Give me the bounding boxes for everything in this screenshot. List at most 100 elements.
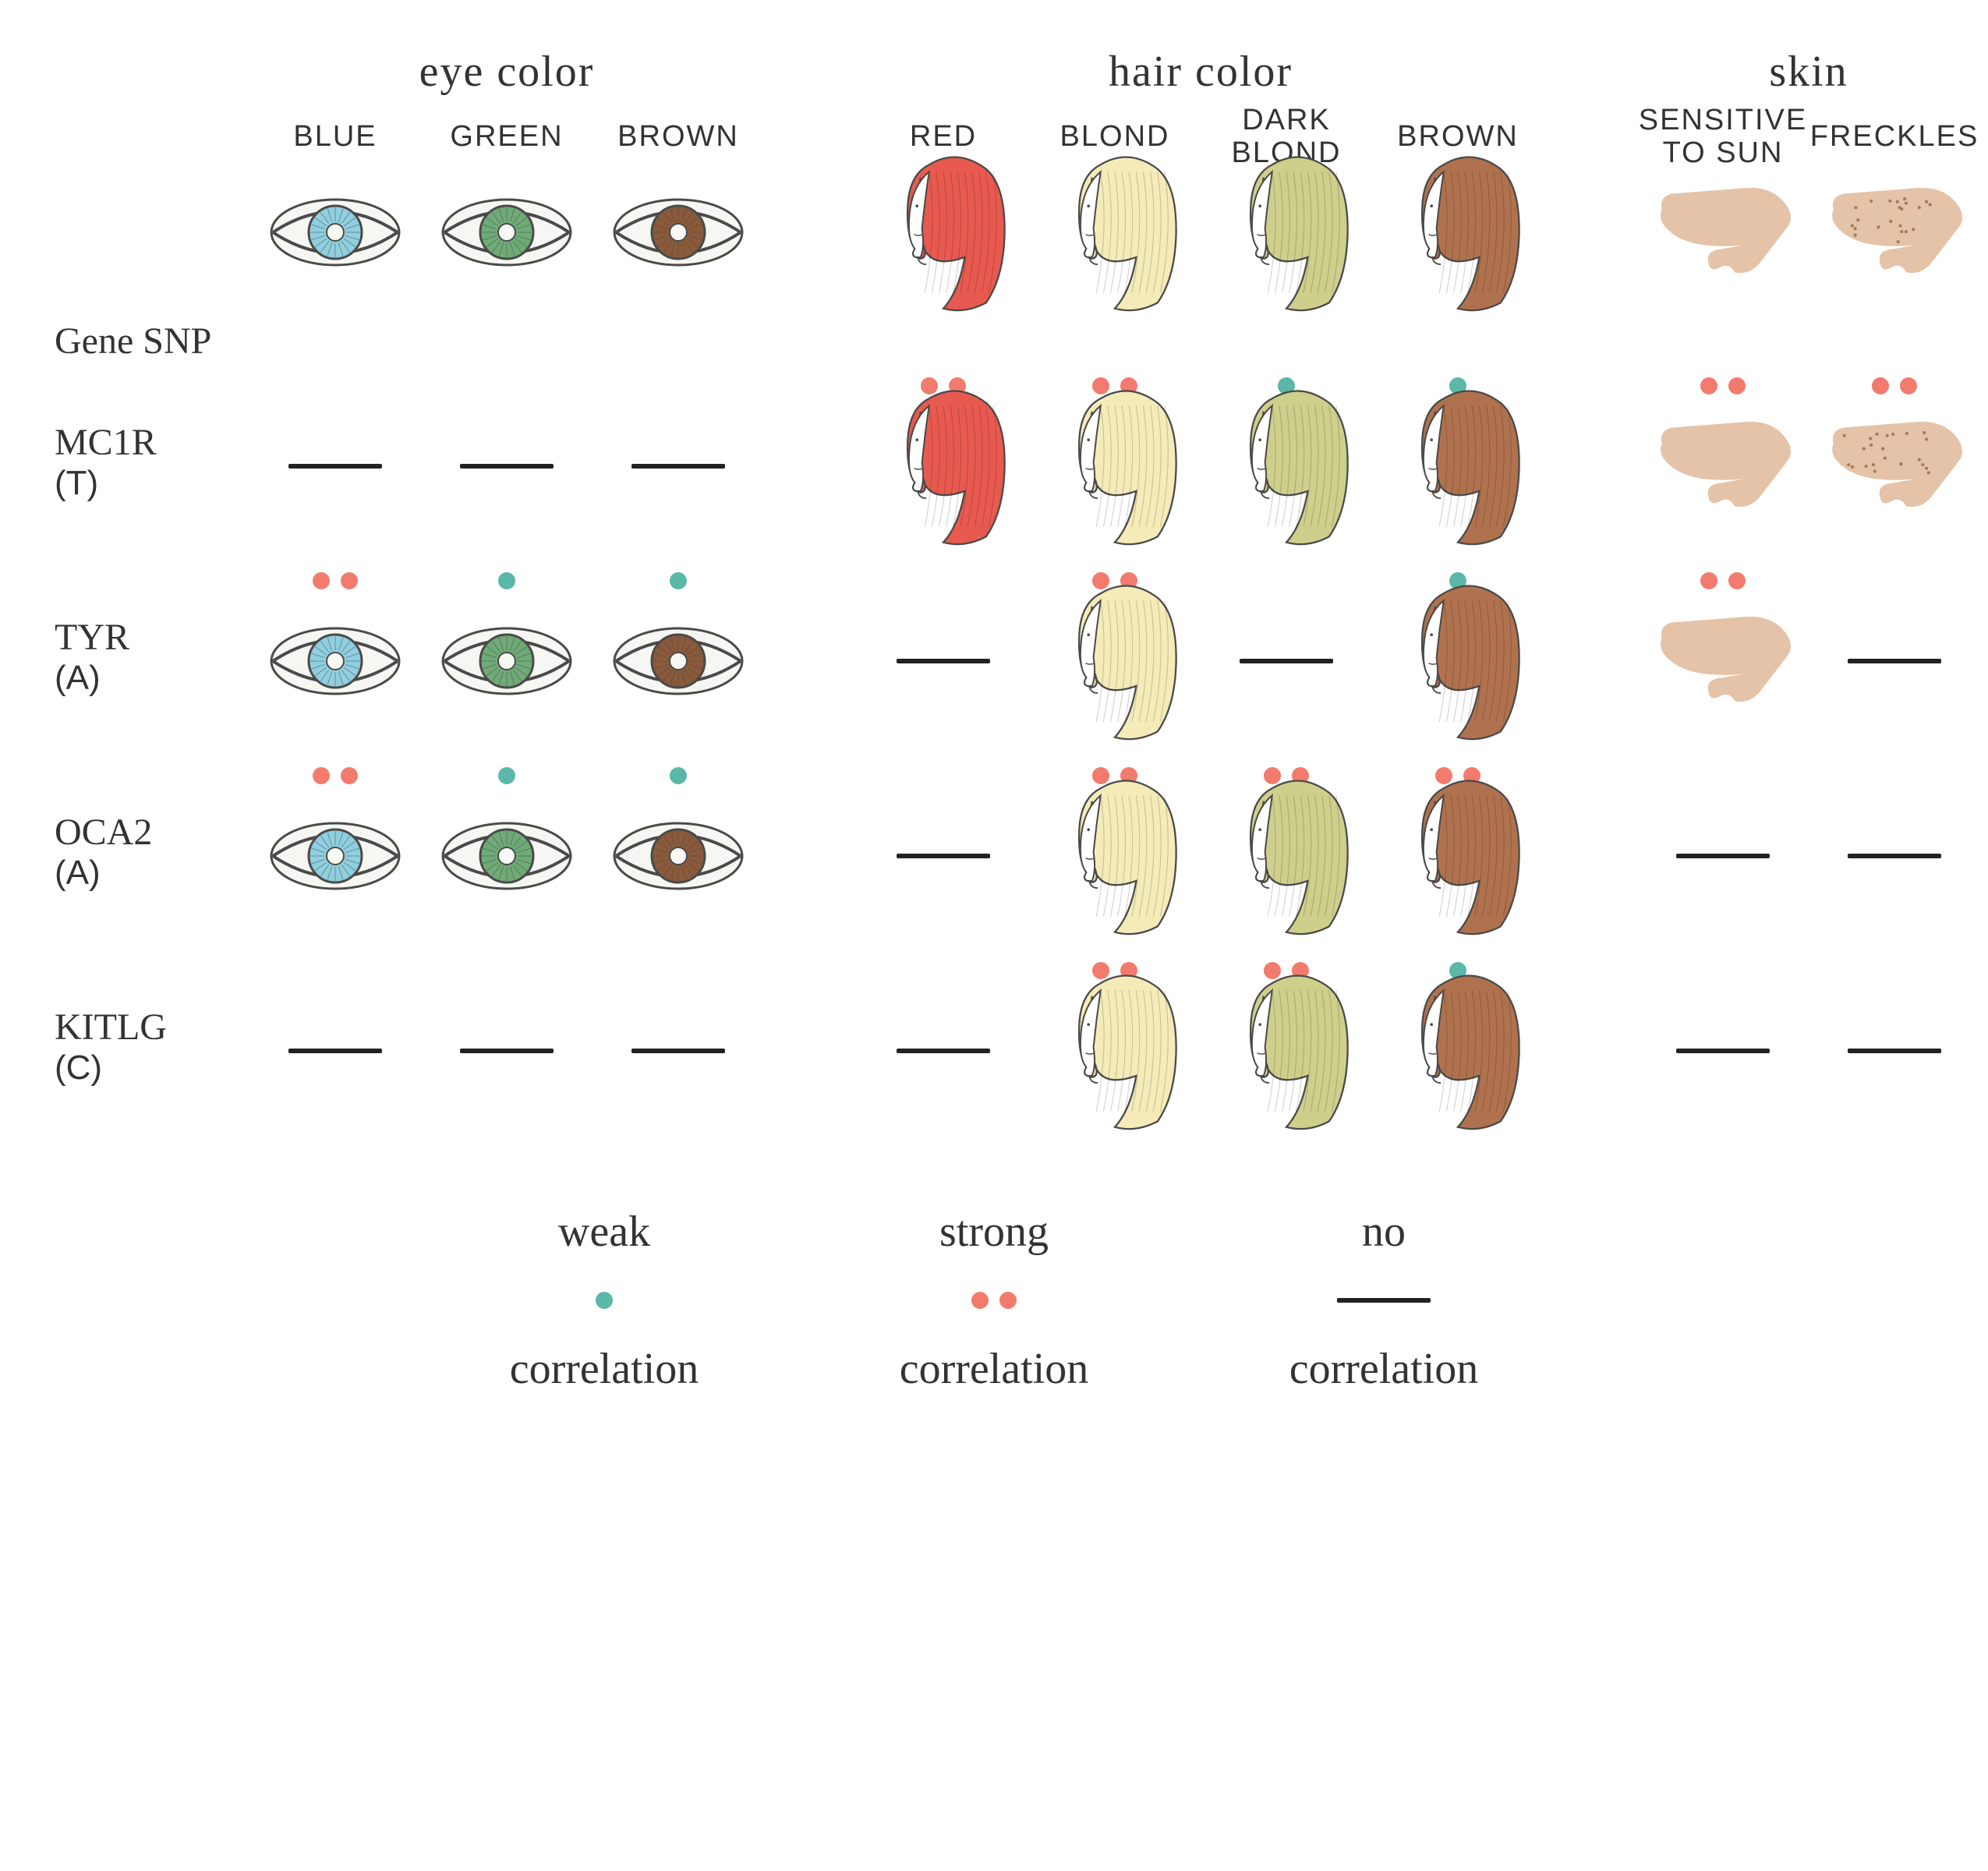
header-icon-hbrown — [1380, 170, 1536, 295]
group-title-skin: skin — [1637, 47, 1980, 104]
hair-icon — [1216, 774, 1357, 938]
cell-OCA2-blond — [1029, 755, 1201, 950]
group-title-hair: hair color — [858, 47, 1544, 104]
no-correlation-dash — [1676, 1049, 1770, 1053]
cell-KITLG-red — [858, 950, 1029, 1144]
eye-icon — [265, 618, 405, 704]
eye-icon — [437, 618, 577, 704]
header-icon-green — [429, 170, 585, 295]
eye-icon — [608, 618, 748, 704]
col-title-blue: BLUE — [249, 114, 421, 161]
hair-icon — [1045, 579, 1185, 743]
cell-MC1R-red — [858, 365, 1029, 560]
hair-icon — [1045, 969, 1185, 1133]
hair-icon — [873, 384, 1013, 548]
hair-icon — [1388, 384, 1528, 548]
col-title-freckles: FRECKLES — [1809, 114, 1980, 161]
hand-icon — [1649, 607, 1797, 716]
hair-icon — [1045, 384, 1185, 548]
gene-label-MC1R: MC1R(T) — [47, 421, 249, 504]
hair-icon — [1216, 384, 1357, 548]
no-correlation-dash — [288, 1049, 382, 1053]
no-correlation-dash — [1848, 659, 1941, 663]
eye-icon — [265, 813, 405, 899]
cell-OCA2-brown — [593, 755, 764, 950]
correlation-dots — [670, 568, 687, 594]
hair-icon — [1216, 150, 1357, 314]
col-title-green: GREEN — [421, 114, 593, 161]
cell-KITLG-green — [421, 950, 593, 1144]
hair-icon — [873, 150, 1013, 314]
cell-KITLG-brown — [593, 950, 764, 1144]
legend-strong: strong correlation — [822, 1207, 1166, 1394]
cell-MC1R-brown — [593, 365, 764, 560]
cell-OCA2-freckles — [1809, 755, 1980, 950]
cell-KITLG-blond — [1029, 950, 1201, 1144]
cell-TYR-sun — [1637, 560, 1809, 755]
eye-icon — [265, 189, 405, 275]
no-correlation-dash — [897, 854, 990, 858]
cell-KITLG-blue — [249, 950, 421, 1144]
correlation-dots — [1700, 373, 1746, 399]
hair-icon — [1216, 969, 1357, 1133]
cell-TYR-hbrown — [1372, 560, 1544, 755]
no-correlation-dash — [460, 1049, 554, 1053]
hand-icon — [1820, 178, 1969, 287]
cell-KITLG-sun — [1637, 950, 1809, 1144]
hand-icon — [1649, 178, 1797, 287]
correlation-dots — [313, 762, 358, 789]
cell-KITLG-darkblond — [1201, 950, 1372, 1144]
cell-OCA2-darkblond — [1201, 755, 1372, 950]
hair-icon — [1388, 579, 1528, 743]
eye-icon — [437, 189, 577, 275]
no-correlation-dash — [460, 464, 554, 469]
hand-icon — [1649, 412, 1797, 521]
cell-TYR-brown — [593, 560, 764, 755]
gene-phenotype-infographic: eye colorhair colorskinBLUEGREENBROWNRED… — [47, 47, 1941, 1394]
cell-TYR-darkblond — [1201, 560, 1372, 755]
no-correlation-dash — [1848, 854, 1941, 858]
cell-TYR-red — [858, 560, 1029, 755]
cell-MC1R-freckles — [1809, 365, 1980, 560]
hair-icon — [1045, 150, 1185, 314]
col-title-brown: BROWN — [593, 114, 764, 161]
correlation-dots — [1872, 373, 1917, 399]
hair-icon — [1045, 774, 1185, 938]
cell-TYR-green — [421, 560, 593, 755]
cell-MC1R-blond — [1029, 365, 1201, 560]
legend-weak: weak correlation — [433, 1207, 776, 1394]
header-icon-freckles — [1816, 170, 1972, 295]
eye-icon — [608, 813, 748, 899]
no-correlation-dash — [1848, 1049, 1941, 1053]
col-title-sun: SENSITIVETO SUN — [1637, 104, 1809, 170]
correlation-dots — [498, 568, 515, 594]
header-icon-red — [865, 170, 1021, 295]
hair-icon — [1388, 150, 1528, 314]
cell-MC1R-hbrown — [1372, 365, 1544, 560]
gene-label-TYR: TYR(A) — [47, 616, 249, 699]
hand-icon — [1820, 412, 1969, 521]
cell-TYR-blue — [249, 560, 421, 755]
cell-TYR-blond — [1029, 560, 1201, 755]
cell-MC1R-sun — [1637, 365, 1809, 560]
no-correlation-dash — [1676, 854, 1770, 858]
cell-OCA2-blue — [249, 755, 421, 950]
header-icon-sun — [1645, 170, 1801, 295]
cell-MC1R-blue — [249, 365, 421, 560]
cell-MC1R-green — [421, 365, 593, 560]
cell-OCA2-red — [858, 755, 1029, 950]
legend: weak correlation strong correlation no c… — [47, 1207, 1941, 1394]
hair-icon — [1388, 969, 1528, 1133]
no-correlation-dash — [288, 464, 382, 469]
no-correlation-dash — [631, 1049, 725, 1053]
gene-label-KITLG: KITLG(C) — [47, 1006, 249, 1088]
cell-MC1R-darkblond — [1201, 365, 1372, 560]
eye-icon — [437, 813, 577, 899]
gene-label-OCA2: OCA2(A) — [47, 811, 249, 893]
cell-KITLG-freckles — [1809, 950, 1980, 1144]
gene-snp-header: Gene SNP — [47, 318, 249, 365]
header-icon-blue — [257, 170, 413, 295]
no-correlation-dash — [897, 659, 990, 663]
correlation-dots — [498, 762, 515, 789]
no-correlation-dash — [897, 1049, 990, 1053]
